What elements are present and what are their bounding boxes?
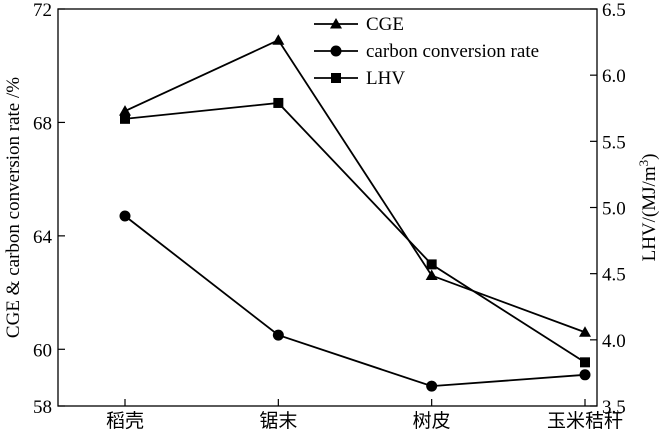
data-point (120, 113, 130, 124)
legend-entry: LHV (314, 68, 405, 89)
y-right-tick-label: 4.0 (602, 331, 626, 352)
y-right-tick-label: 5.0 (602, 199, 626, 220)
y-right-tick-label: 3.5 (602, 397, 626, 418)
legend-label: LHV (366, 68, 405, 89)
legend-marker (331, 73, 341, 83)
data-point (426, 380, 438, 392)
data-point (272, 329, 284, 341)
y-right-title-main: LHV/(MJ/m (639, 166, 660, 261)
data-point (119, 210, 131, 222)
y-left-tick-label: 60 (33, 340, 52, 361)
data-point (273, 97, 284, 108)
series-cge (119, 34, 591, 337)
y-right-axis-title: LHV/(MJ/m3) (636, 154, 660, 262)
data-point (272, 34, 285, 45)
x-category-label: 树皮 (413, 410, 451, 432)
series-line (124, 215, 586, 388)
plot-frame (57, 8, 598, 407)
y-left-axis-title: CGE & carbon conversion rate /% (3, 77, 24, 338)
data-point (425, 269, 438, 281)
data-point (579, 326, 591, 337)
y-left-tick-label: 58 (33, 397, 52, 418)
y-right-title-superscript: 3 (636, 160, 651, 167)
legend: CGE carbon conversion rate LHV (314, 14, 539, 89)
series-line (124, 39, 586, 334)
series-line (124, 102, 586, 364)
axes: 58 60 64 68 72 3.5 4.0 4.5 5.0 5.5 6.0 6.5 稻壳 锯末 树皮 玉米秸… (3, 0, 660, 432)
series-layer (119, 34, 591, 392)
y-right-tick-label: 6.0 (602, 66, 626, 87)
data-point (580, 357, 590, 368)
legend-label: CGE (366, 14, 404, 35)
y-right-tick-label: 6.5 (602, 0, 626, 21)
legend-label: carbon conversion rate (366, 41, 539, 62)
x-category-label: 稻壳 (106, 410, 144, 432)
x-category-label: 锯末 (259, 410, 297, 432)
y-right-tick-label: 4.5 (602, 265, 626, 286)
legend-entry: carbon conversion rate (314, 41, 539, 62)
y-left-tick-label: 72 (33, 0, 52, 21)
y-right-tick-label: 5.5 (602, 132, 626, 153)
x-category-label: 玉米秸秆 (547, 410, 623, 432)
data-point (119, 105, 131, 116)
data-point (426, 259, 437, 270)
y-left-tick-label: 68 (33, 113, 52, 134)
legend-marker (330, 18, 342, 29)
y-right-title-close: ) (639, 154, 660, 160)
legend-entry: CGE (314, 14, 404, 35)
legend-marker (330, 45, 342, 57)
series-carbon-conversion-rate (119, 210, 591, 392)
series-lhv (120, 97, 590, 368)
y-left-tick-label: 64 (33, 227, 53, 248)
data-point (579, 369, 591, 381)
